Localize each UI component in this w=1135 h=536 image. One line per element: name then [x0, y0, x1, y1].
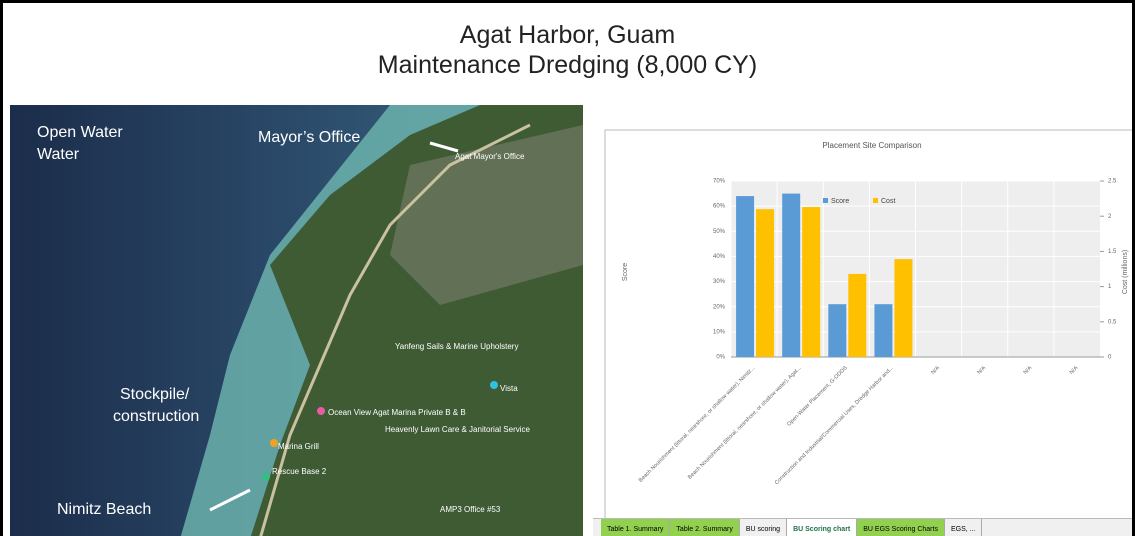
map-label: Stockpile/ — [120, 386, 190, 403]
y-tick-label: 30% — [713, 279, 726, 285]
place-label: AMP3 Office #53 — [440, 505, 501, 514]
bar — [874, 304, 892, 357]
bar — [894, 259, 912, 357]
bar — [848, 274, 866, 357]
place-label: Rescue Base 2 — [272, 467, 327, 476]
y2-tick-label: 1.5 — [1108, 249, 1117, 255]
y2-tick-label: 0.5 — [1108, 319, 1117, 325]
chart-title: Placement Site Comparison — [822, 141, 921, 150]
sheet-tab[interactable]: BU scoring — [740, 519, 787, 536]
slide-title: Agat Harbor, Guam — [3, 21, 1132, 50]
pin — [317, 407, 325, 415]
map-label: Mayor’s Office — [258, 129, 360, 146]
slide: Agat Harbor, Guam Maintenance Dredging (… — [0, 0, 1135, 536]
satellite-map: Open Water Water Mayor’s Office Stockpil… — [10, 105, 583, 536]
sheet-tabs: Table 1. Summary Table 2. Summary BU sco… — [593, 518, 1135, 536]
chart: Placement Site Comparison Score Cost (mi… — [593, 100, 1135, 518]
place-label: Agat Mayor's Office — [455, 152, 525, 161]
pin — [270, 439, 278, 447]
map-label: Nimitz Beach — [57, 501, 151, 518]
bar — [756, 209, 774, 357]
place-label: Heavenly Lawn Care & Janitorial Service — [385, 425, 531, 434]
bar — [828, 304, 846, 357]
y-tick-label: 60% — [713, 204, 726, 210]
y-axis-title: Score — [622, 263, 629, 281]
legend-swatch — [823, 198, 828, 203]
place-label: Yanfeng Sails & Marine Upholstery — [395, 342, 518, 351]
slide-subtitle: Maintenance Dredging (8,000 CY) — [3, 51, 1132, 80]
bar — [782, 194, 800, 357]
pin — [262, 473, 270, 481]
place-label: Vista — [500, 384, 518, 393]
map-label: Open Water — [37, 124, 123, 141]
sheet-tab[interactable]: BU Scoring chart — [787, 519, 857, 536]
y-tick-label: 20% — [713, 304, 726, 310]
legend-label: Cost — [881, 198, 895, 205]
legend-swatch — [873, 198, 878, 203]
pin — [490, 381, 498, 389]
sheet-tab[interactable]: Table 2. Summary — [670, 519, 739, 536]
y-tick-label: 70% — [713, 179, 726, 185]
y-tick-label: 10% — [713, 329, 726, 335]
map-label: Water — [37, 146, 80, 163]
y2-tick-label: 2.5 — [1108, 179, 1117, 185]
y-tick-label: 40% — [713, 254, 726, 260]
bar — [802, 207, 820, 357]
y2-axis-title: Cost (millions) — [1122, 250, 1129, 294]
sheet-tab[interactable]: Table 1. Summary — [601, 519, 670, 536]
sheet-tab[interactable]: EGS, ... — [945, 519, 983, 536]
legend-label: Score — [831, 198, 849, 205]
place-label: Marina Grill — [278, 442, 319, 451]
bar — [736, 196, 754, 357]
map-label: construction — [113, 408, 199, 425]
y-tick-label: 0% — [716, 355, 725, 361]
place-label: Ocean View Agat Marina Private B & B — [328, 408, 466, 417]
sheet-tab[interactable]: BU EGS Scoring Charts — [857, 519, 945, 536]
y-tick-label: 50% — [713, 229, 726, 235]
